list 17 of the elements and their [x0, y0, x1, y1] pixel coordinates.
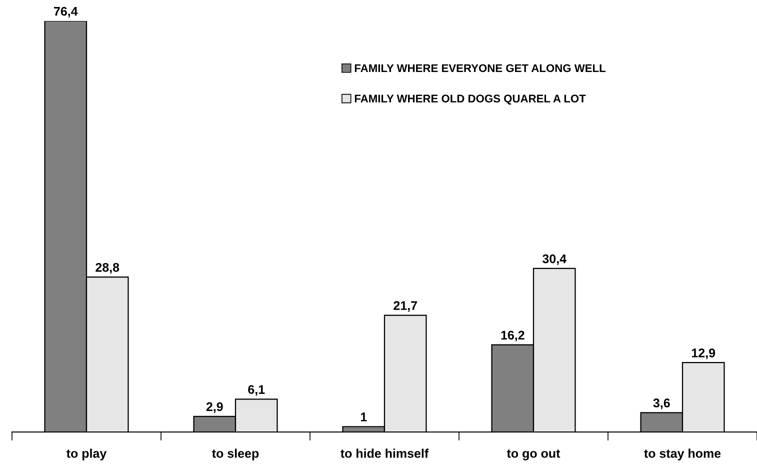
data-label: 76,4: [54, 6, 78, 18]
x-tick-label: to play: [66, 448, 107, 460]
data-label: 12,9: [692, 348, 716, 360]
legend-label: FAMILY WHERE EVERYONE GET ALONG WELL: [354, 64, 606, 72]
data-label: 6,1: [248, 385, 265, 396]
legend-label: FAMILY WHERE OLD DOGS QUAREL A LOT: [354, 94, 586, 105]
x-tick-label: to go out: [506, 450, 560, 460]
data-label: 1: [360, 412, 367, 422]
data-label: 2,9: [206, 402, 223, 413]
data-label: 21,7: [394, 301, 417, 312]
x-tick-label: to stay home: [644, 448, 721, 460]
data-label: 30,4: [542, 254, 566, 266]
x-tick-label: to hide himself: [340, 448, 429, 458]
x-tick-label: to sleep: [212, 448, 259, 460]
data-label: 3,6: [653, 398, 670, 410]
data-label: 16,2: [501, 330, 524, 342]
data-label: 28,8: [96, 262, 120, 274]
